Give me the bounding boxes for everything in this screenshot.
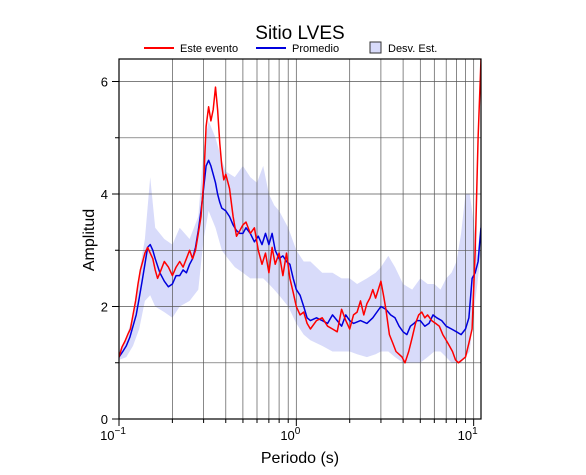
plot-area [118, 58, 482, 420]
y-tick-label: 2 [101, 300, 108, 315]
y-tick-label: 0 [101, 412, 108, 427]
y-tick-label: 4 [101, 187, 108, 202]
y-axis-ticks: 0 2 4 6 [101, 75, 119, 427]
x-axis-ticks: 10−1 100 101 [100, 419, 478, 443]
x-tick-label: 100 [280, 426, 300, 443]
y-axis-label: Amplitud [81, 209, 98, 271]
y-tick-label: 6 [101, 75, 108, 90]
grid-layer [118, 59, 481, 419]
legend-label: Este evento [180, 43, 238, 55]
plot-frame [118, 58, 482, 420]
series-line-este-evento [119, 59, 481, 364]
legend: Este evento Promedio Desv. Est. [144, 41, 437, 55]
series-layer [119, 59, 481, 364]
chart-title: Sitio LVES [255, 23, 344, 44]
legend-label: Promedio [292, 43, 339, 55]
legend-label: Desv. Est. [388, 43, 437, 55]
x-axis-label: Periodo (s) [261, 450, 339, 467]
std-band-layer [119, 120, 481, 363]
legend-swatch-band [369, 41, 382, 54]
x-tick-label: 10−1 [100, 426, 126, 443]
x-tick-label: 101 [458, 426, 478, 443]
std-band [119, 120, 481, 363]
